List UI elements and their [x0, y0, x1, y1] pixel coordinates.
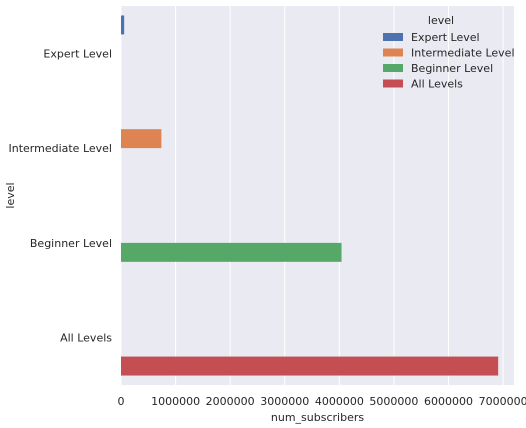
x-tick-label: 4000000 — [315, 395, 364, 408]
bar — [121, 356, 499, 376]
grid-lines — [120, 6, 504, 385]
x-tick-labels: 0 1000000 2000000 3000000 4000000 5000000 6000… — [118, 395, 526, 408]
x-tick-label: 1000000 — [151, 395, 200, 408]
y-tick-label: Beginner Level — [30, 237, 112, 250]
x-tick-label: 6000000 — [424, 395, 473, 408]
legend-entry: Expert Level — [411, 31, 480, 44]
bar — [121, 129, 162, 149]
legend-swatch — [383, 33, 403, 41]
legend-title: level — [428, 14, 454, 27]
x-tick-label: 7000000 — [479, 395, 526, 408]
bar — [121, 15, 125, 35]
x-tick-label: 0 — [118, 395, 125, 408]
legend-entry: Intermediate Level — [411, 47, 515, 60]
legend-swatch — [383, 79, 403, 88]
y-tick-label: Intermediate Level — [8, 142, 112, 155]
y-tick-labels: Expert Level Intermediate Level Beginner L… — [8, 47, 112, 344]
x-axis-label: num_subscribers — [271, 411, 364, 424]
y-tick-label: Expert Level — [43, 47, 112, 60]
x-tick-label: 5000000 — [369, 395, 418, 408]
x-tick-label: 2000000 — [206, 395, 255, 408]
legend-swatch — [383, 64, 403, 72]
legend: level Expert Level Intermediate Level Begi… — [383, 14, 515, 91]
legend-entry: All Levels — [411, 78, 463, 91]
bars — [121, 15, 499, 376]
y-axis-label: level — [4, 182, 17, 208]
y-tick-label: All Levels — [60, 332, 112, 345]
legend-entry: Beginner Level — [411, 62, 493, 75]
x-tick-label: 3000000 — [260, 395, 309, 408]
legend-swatch — [383, 48, 403, 57]
bar — [121, 242, 342, 262]
